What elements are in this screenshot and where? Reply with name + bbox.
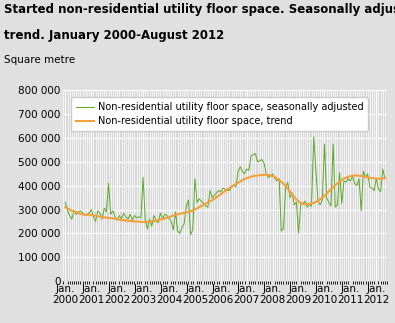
Line: Non-residential utility floor space, trend: Non-residential utility floor space, tre… [65, 175, 385, 222]
Non-residential utility floor space, seasonally adjusted [205, 205, 210, 209]
Text: Started non-residential utility floor space. Seasonally adjusted and: Started non-residential utility floor sp… [4, 3, 395, 16]
Non-residential utility floor space, seasonally adjusted [188, 233, 193, 236]
Non-residential utility floor space, seasonally adjusted [311, 135, 316, 139]
Non-residential utility floor space, trend [383, 176, 387, 180]
Non-residential utility floor space, trend [141, 220, 145, 224]
Non-residential utility floor space, seasonally adjusted [275, 179, 279, 183]
Non-residential utility floor space, trend [277, 178, 282, 182]
Legend: Non-residential utility floor space, seasonally adjusted, Non-residential utilit: Non-residential utility floor space, sea… [71, 97, 368, 131]
Non-residential utility floor space, trend [63, 205, 68, 209]
Non-residential utility floor space, trend [139, 220, 143, 224]
Non-residential utility floor space, trend [104, 216, 109, 220]
Non-residential utility floor space, seasonally adjusted [104, 210, 109, 214]
Non-residential utility floor space, seasonally adjusted [383, 177, 387, 181]
Non-residential utility floor space, seasonally adjusted [141, 175, 145, 179]
Non-residential utility floor space, trend [119, 218, 124, 222]
Non-residential utility floor space, trend [205, 201, 210, 204]
Non-residential utility floor space, seasonally adjusted [139, 216, 143, 220]
Non-residential utility floor space, seasonally adjusted [119, 217, 124, 221]
Line: Non-residential utility floor space, seasonally adjusted: Non-residential utility floor space, sea… [65, 137, 385, 234]
Text: trend. January 2000-August 2012: trend. January 2000-August 2012 [4, 29, 224, 42]
Non-residential utility floor space, trend [143, 220, 148, 224]
Text: Square metre: Square metre [4, 55, 75, 65]
Non-residential utility floor space, seasonally adjusted [63, 201, 68, 204]
Non-residential utility floor space, trend [261, 173, 266, 177]
